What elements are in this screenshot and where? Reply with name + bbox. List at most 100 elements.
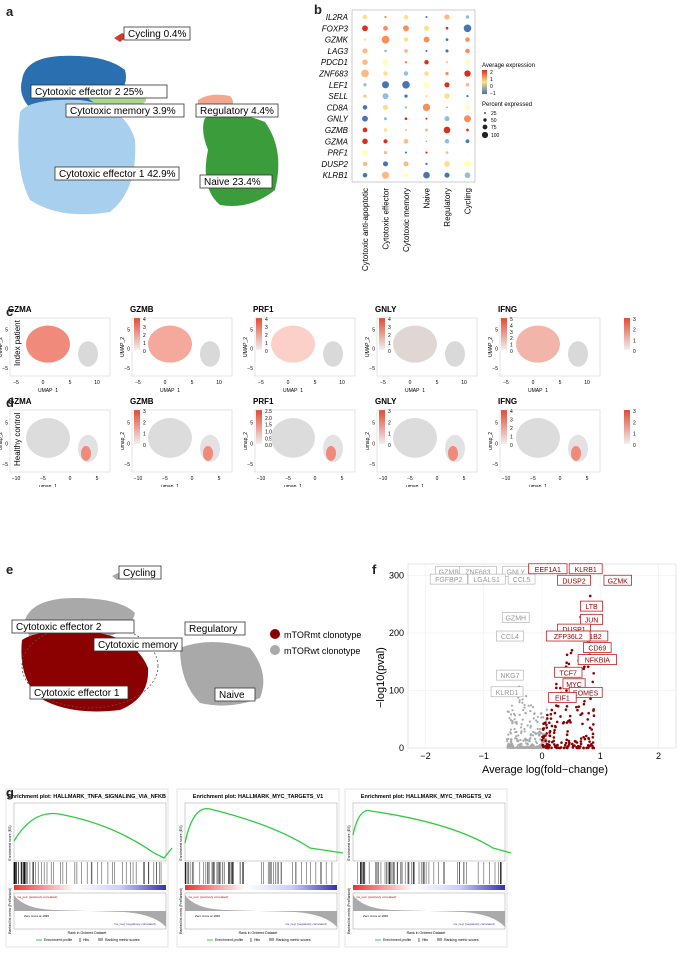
volcano-point [529, 710, 532, 713]
dotplot-dot [466, 95, 469, 98]
dotplot-dot [362, 127, 368, 133]
volcano-gene-label: ZNF683 [465, 570, 490, 577]
dotplot-dot [362, 48, 368, 54]
dotplot-dot [381, 35, 390, 44]
volcano-point [583, 699, 586, 703]
volcano-point [523, 730, 526, 733]
volcano-point [585, 746, 588, 750]
volcano-point [531, 706, 535, 709]
feature-x-tick: −5 [380, 380, 386, 386]
gsea-hits [13, 862, 162, 884]
volcano-point [550, 740, 554, 744]
feature-y-tick: −5 [492, 462, 498, 468]
volcano-point [554, 686, 558, 690]
volcano-point [525, 742, 528, 745]
clonotype-label-cycling: Cycling [118, 565, 162, 580]
dotplot-dot [445, 49, 449, 53]
volcano-point [543, 741, 546, 744]
svg-text:Enrichment profile: Enrichment profile [215, 938, 243, 942]
dotplot-dot [403, 172, 409, 178]
volcano-point [559, 746, 563, 749]
volcano-gene-label: CCL5 [513, 577, 531, 584]
feature-gene-title: IFNG [498, 305, 517, 314]
volcano-point [533, 712, 536, 715]
volcano-gene-label: LTB [585, 604, 598, 611]
volcano-point [515, 737, 519, 740]
feature-x-axis-label: umap_1 [406, 484, 424, 487]
svg-text:Cycling: Cycling [123, 568, 156, 579]
feature-x-tick: −10 [257, 476, 266, 482]
volcano-point [560, 741, 563, 744]
volcano-point [545, 726, 549, 729]
panel-a: a Cycling 0.4% Cytotoxic effector 2 25% … [0, 0, 310, 225]
volcano-point [521, 698, 524, 701]
volcano-gene-label-box [577, 654, 617, 665]
volcano-point [591, 735, 595, 739]
volcano-point [507, 710, 510, 714]
feature-scale-tick: 4 [388, 317, 391, 323]
row-label-healthy-control: Healthy control [13, 412, 22, 466]
volcano-point [509, 719, 513, 722]
volcano-point [526, 743, 529, 746]
panel-g-label: g [6, 785, 14, 800]
feature-x-axis-label: UMAP_1 [283, 388, 303, 392]
volcano-x-tick: 0 [539, 751, 544, 761]
feature-scale-tick: 4 [265, 317, 268, 323]
volcano-point [540, 738, 544, 742]
feature-cell-cloud [448, 445, 458, 461]
dotplot-dot [464, 59, 471, 66]
feature-x-tick: 0 [436, 476, 439, 482]
svg-text:Naive: Naive [219, 690, 245, 701]
legend-label-mtorwt: mTORwt clonotype [284, 646, 360, 656]
volcano-point [565, 738, 568, 742]
volcano-point [510, 704, 514, 707]
feature-x-tick: 5 [341, 476, 344, 482]
dotplot-dot [383, 25, 388, 31]
volcano-x-tick: 2 [656, 751, 661, 761]
feature-scale-tick: 4 [510, 409, 513, 415]
dotplot-dot [463, 24, 472, 33]
volcano-gene-label: GNLY [507, 570, 526, 577]
feature-y-tick: 5 [372, 421, 375, 427]
feature-y-tick: 5 [495, 327, 498, 333]
feature-y-tick: −5 [2, 366, 8, 372]
feature-gene-title: PRF1 [253, 397, 274, 406]
volcano-point [505, 739, 509, 743]
feature-plot-frame [254, 409, 356, 473]
volcano-point [531, 744, 534, 747]
volcano-point [523, 727, 526, 731]
volcano-point [555, 720, 559, 724]
gsea-x-label: Rank in Ordered Dataset [407, 931, 446, 935]
volcano-gene-label-box [548, 692, 577, 703]
feature-scale-tick: 3 [265, 325, 268, 331]
dotplot-dot [382, 161, 389, 167]
gsea-zero-label: Zero cross at 1999 [24, 914, 49, 918]
volcano-point [582, 746, 585, 750]
volcano-gene-label-box [429, 573, 468, 585]
feature-x-tick: 0 [409, 380, 412, 386]
volcano-point [582, 735, 585, 739]
volcano-point [517, 746, 521, 749]
dotplot-gene-label: LAG3 [328, 47, 349, 56]
volcano-point [591, 732, 595, 736]
volcano-point [569, 721, 572, 724]
volcano-point [518, 701, 521, 704]
gsea-hits [357, 862, 502, 884]
feature-scale-tick: 0 [510, 443, 513, 449]
dotplot-dot [363, 94, 367, 98]
svg-text:Ranking metric scores: Ranking metric scores [444, 938, 479, 942]
feature-cell-cloud [271, 325, 315, 363]
dotplot-dot [446, 61, 448, 64]
dotplot-cluster-label: Naive [423, 187, 432, 208]
volcano-point [549, 712, 553, 716]
feature-plot-frame [131, 317, 233, 377]
volcano-point [513, 727, 516, 731]
volcano-point [561, 721, 565, 725]
avg-tick: 2 [490, 70, 493, 76]
feature-x-tick: −5 [13, 380, 19, 386]
dotplot-dot [466, 128, 469, 132]
feature-scale-tick: 2 [388, 420, 391, 426]
feature-color-scale [501, 410, 507, 445]
feature-y-tick: −5 [369, 462, 375, 468]
volcano-point [569, 651, 573, 655]
